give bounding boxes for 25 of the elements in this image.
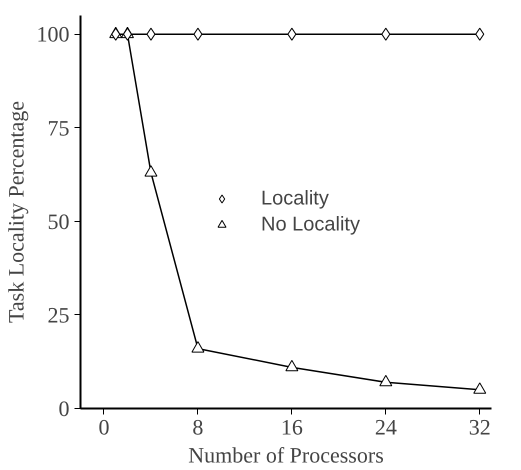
legend-label: Locality bbox=[261, 187, 329, 210]
point bbox=[473, 382, 486, 394]
y-tick-label: 25 bbox=[48, 302, 70, 328]
point bbox=[191, 341, 204, 353]
y-tick-label: 0 bbox=[58, 396, 70, 421]
legend-label: No Locality bbox=[261, 213, 360, 236]
point bbox=[146, 28, 156, 41]
point bbox=[475, 28, 484, 41]
point bbox=[285, 360, 298, 372]
x-tick-label: 8 bbox=[192, 414, 204, 440]
y-tick-label: 75 bbox=[48, 115, 70, 140]
point bbox=[144, 165, 158, 177]
y-axis-title: Task Locality Percentage bbox=[4, 100, 28, 324]
y-tick-label: 100 bbox=[36, 22, 70, 47]
point bbox=[193, 28, 202, 41]
x-tick-label: 0 bbox=[98, 414, 110, 440]
point bbox=[111, 28, 120, 41]
point bbox=[287, 28, 296, 41]
x-axis-title: Number of Processors bbox=[188, 442, 384, 468]
x-tick-label: 32 bbox=[468, 414, 491, 440]
y-tick-label: 50 bbox=[48, 208, 70, 234]
x-tick-label: 24 bbox=[374, 414, 397, 440]
point bbox=[379, 374, 392, 386]
x-tick-label: 16 bbox=[280, 414, 303, 440]
point bbox=[381, 28, 390, 41]
